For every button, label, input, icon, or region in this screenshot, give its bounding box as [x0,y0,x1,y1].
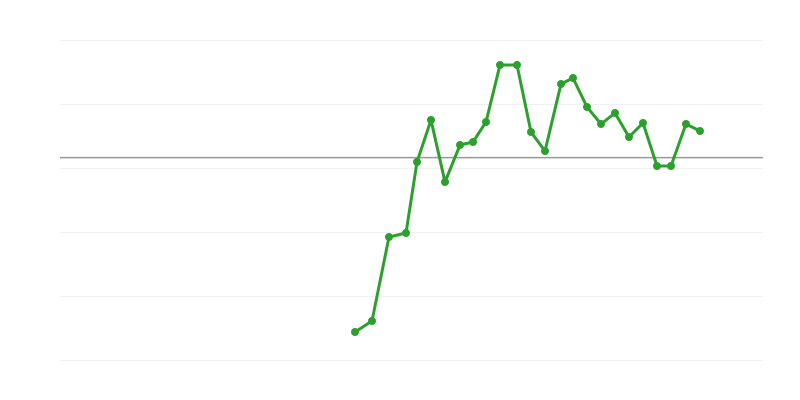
data-point-marker [696,127,704,135]
data-point-marker [427,116,435,124]
data-point-marker [527,128,535,136]
gridlines [60,40,763,361]
data-point-markers [351,61,704,336]
data-point-marker [682,120,690,128]
data-point-marker [441,178,449,186]
data-point-marker [667,162,675,170]
data-point-marker [653,162,661,170]
data-point-marker [541,147,549,155]
data-point-marker [496,61,504,69]
data-point-marker [611,109,619,117]
data-point-marker [597,120,605,128]
data-point-marker [569,74,577,82]
data-point-marker [456,141,464,149]
data-point-marker [368,317,376,325]
data-point-marker [639,119,647,127]
data-point-marker [482,118,490,126]
data-point-marker [413,158,421,166]
data-point-marker [625,133,633,141]
data-point-marker [557,80,565,88]
data-point-marker [385,233,393,241]
data-point-marker [469,138,477,146]
data-point-marker [402,229,410,237]
data-point-marker [583,103,591,111]
data-point-marker [351,328,359,336]
data-point-marker [513,61,521,69]
